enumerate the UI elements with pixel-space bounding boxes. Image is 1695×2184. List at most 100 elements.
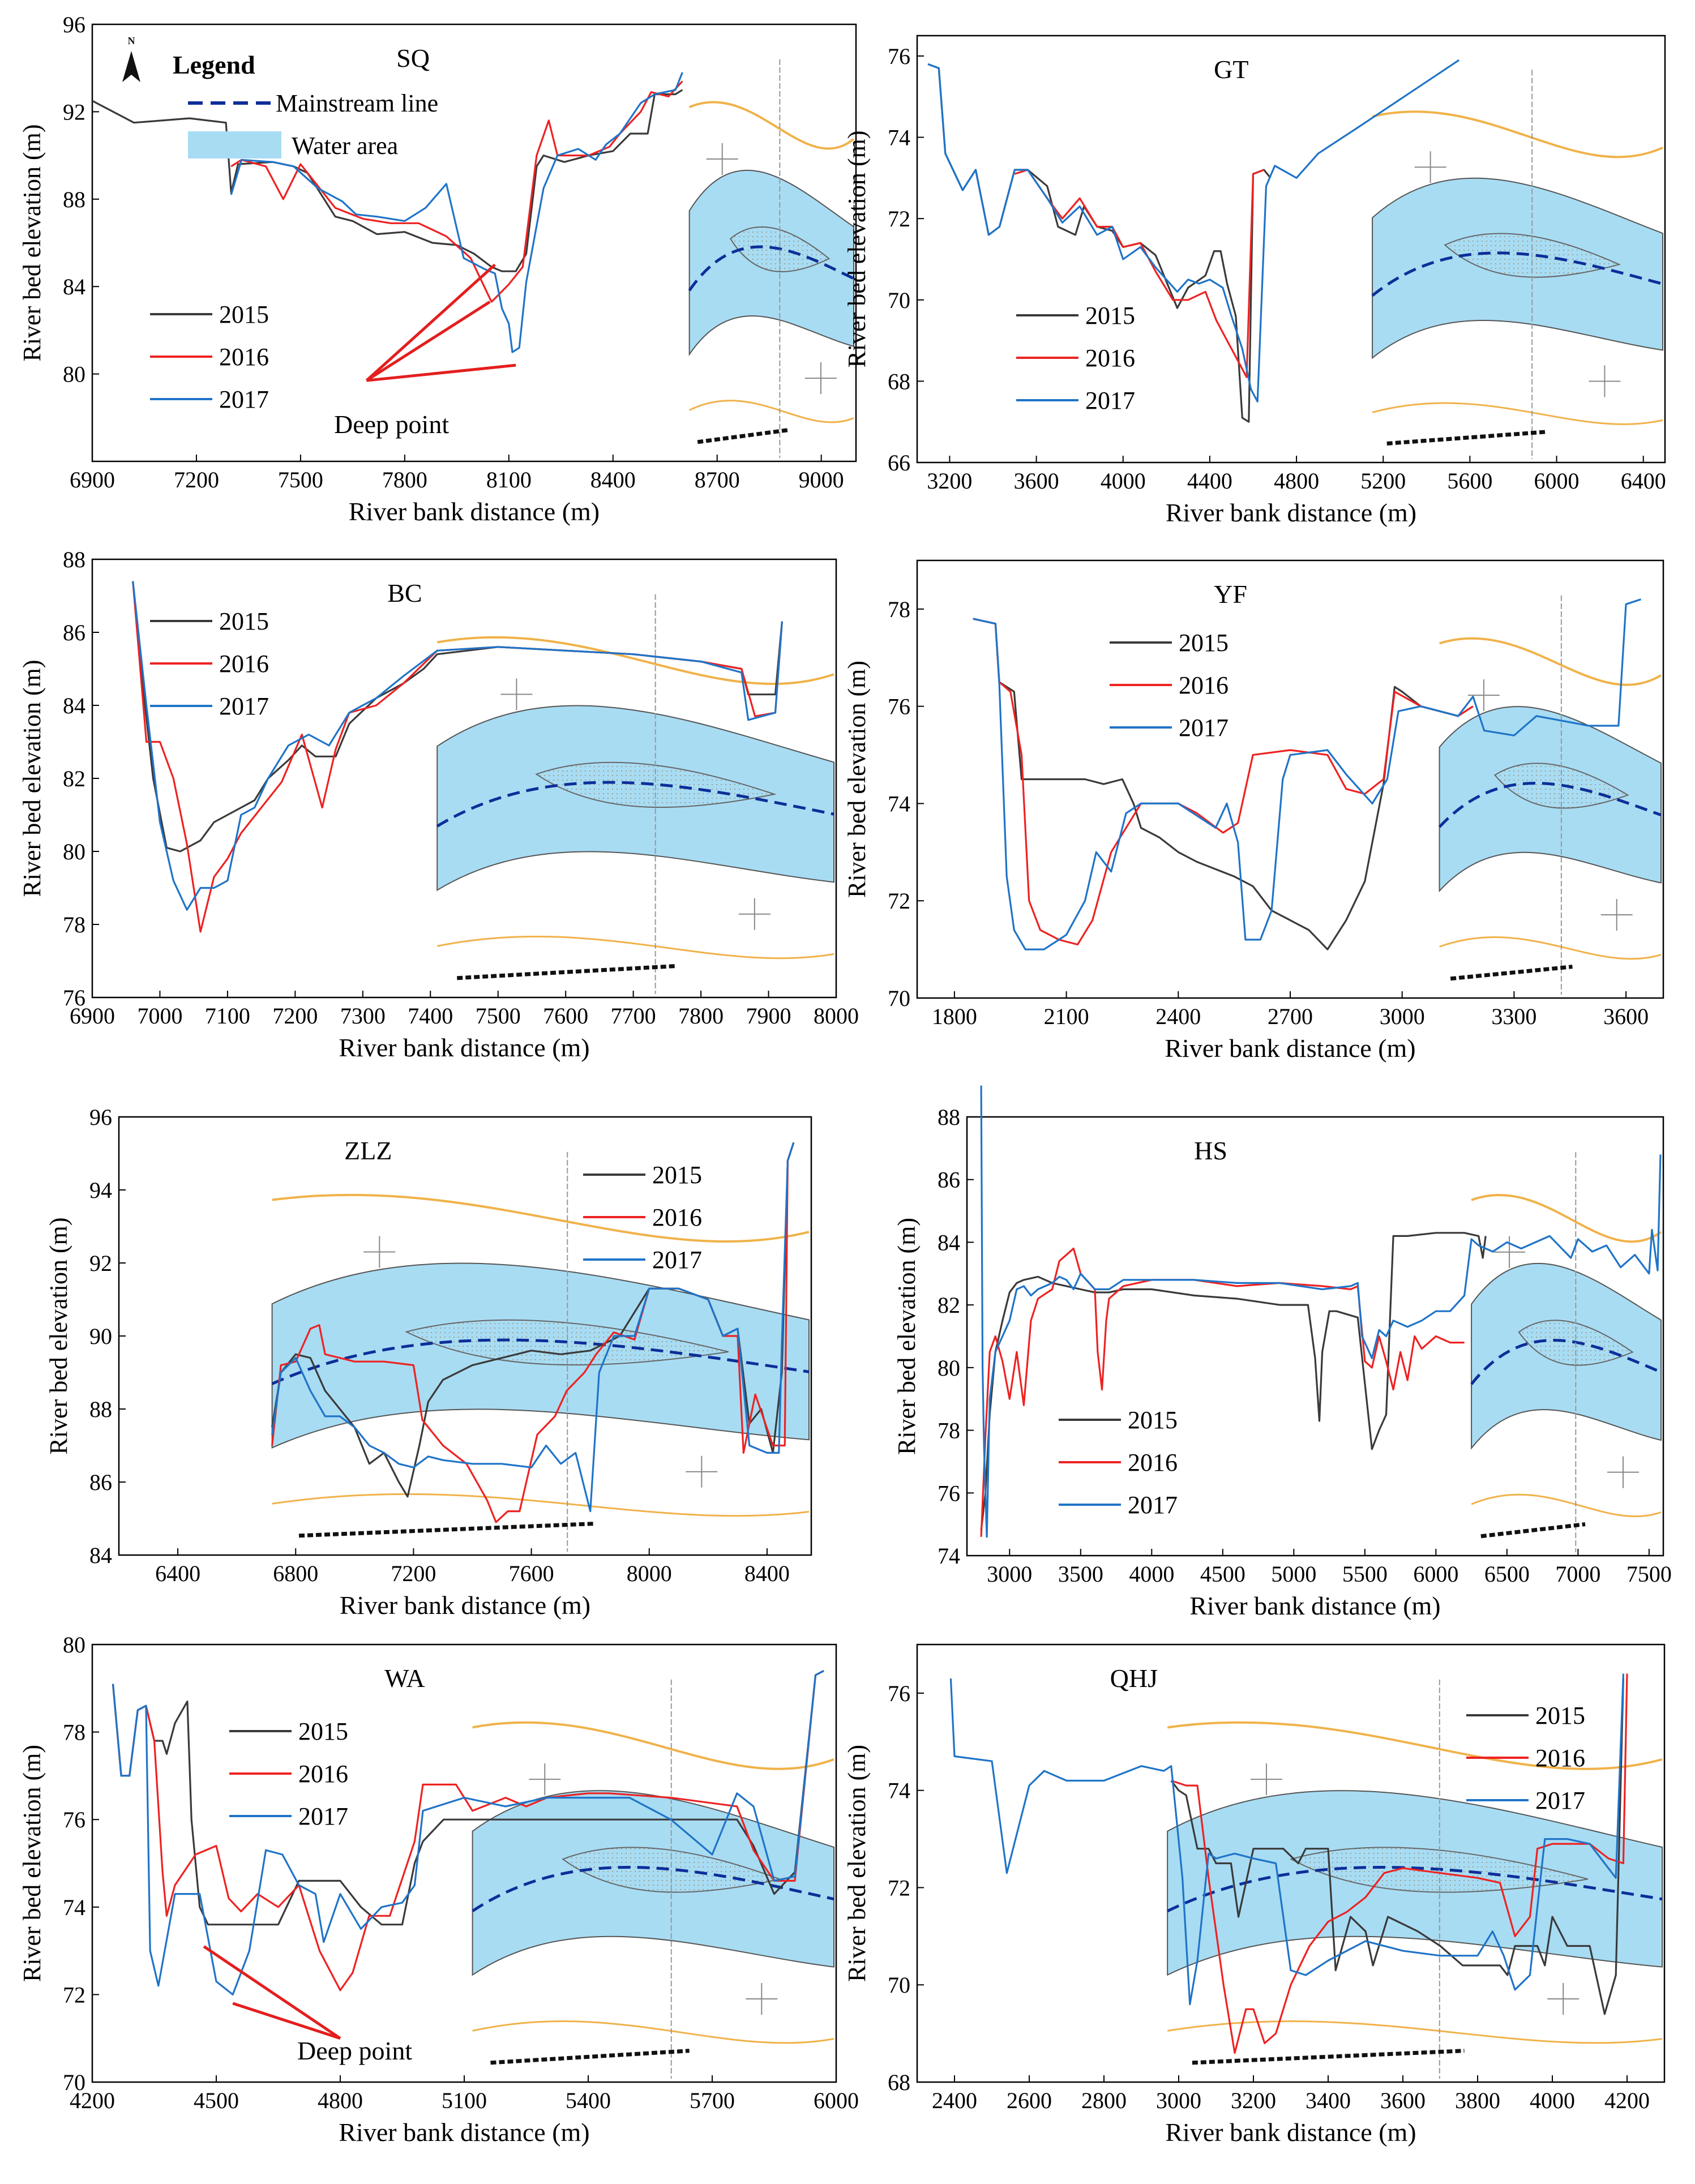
x-tick-label: 6000 [814,2088,859,2113]
inset-grid-cross [1467,679,1500,712]
chart-panel-qhj: 2400 2600 2800 3000 3200 3400 3600 3800 4000 4200… [843,1643,1666,2147]
y-tick-label: 82 [938,1292,960,1318]
y-tick-label: 80 [938,1355,960,1381]
deep-point-arrow [232,2002,341,2040]
x-tick-label: 4200 [1604,2088,1650,2113]
legend-label-2015: 2015 [1535,1702,1585,1729]
x-tick-label: 6500 [1484,1561,1530,1587]
y-tick-label: 70 [888,986,910,1011]
x-tick-label: 7200 [174,467,219,493]
x-tick-label: 8000 [627,1561,672,1586]
x-tick-label: 7800 [678,1003,724,1029]
x-tick-label: 3000 [1380,1004,1425,1029]
inset-bank-line [436,636,834,686]
inset-mainstream-line [688,245,855,292]
legend-label-2016: 2016 [219,650,269,678]
inset-bank-line [688,101,855,150]
y-tick-label: 72 [888,206,910,232]
x-tick-label: 6000 [1413,1561,1458,1587]
x-tick-label: 7300 [340,1003,386,1029]
x-axis-label: River bank distance (m) [1166,498,1416,527]
x-tick-label: 2600 [1007,2088,1052,2113]
inset-grid-cross [1547,1982,1580,2015]
y-tick-label: 96 [89,1104,112,1130]
inset-bank-line [1372,402,1663,425]
x-tick-label: 2800 [1081,2088,1127,2113]
chart-panel-sq: 6900 7200 7500 7800 8100 8400 8700 9000 80 84 88 92… [18,12,857,526]
x-axis-label: River bank distance (m) [339,2118,589,2147]
y-tick-label: 88 [89,1397,112,1422]
y-tick-label: 74 [938,1543,960,1569]
x-tick-label: 3300 [1491,1004,1536,1029]
x-tick-label: 4800 [318,2088,363,2113]
chart-panel-bc: 6900 7000 7100 7200 7300 7400 7500 7600 7700 7800… [18,547,859,1062]
x-tick-label: 7600 [509,1561,554,1586]
x-tick-label: 7800 [382,467,427,493]
series-line-2015 [92,89,683,272]
inset-grid-cross [706,143,738,175]
chart-panel-hs: 3000 3500 4000 4500 5000 5500 6000 6500 7000 7500… [893,1085,1672,1620]
x-tick-label: 4200 [70,2088,115,2113]
x-tick-label: 1800 [932,1004,977,1029]
x-tick-label: 6800 [273,1561,318,1586]
y-tick-label: 66 [888,450,910,476]
y-axis-label: River bed elevation (m) [18,1745,46,1982]
y-tick-label: 78 [63,912,85,937]
inset-grid-cross [686,1455,718,1488]
x-axis-label: River bank distance (m) [1189,1591,1440,1620]
y-axis-label: River bed elevation (m) [843,1745,871,1982]
inset-grid-cross [738,898,771,930]
inset-grid-cross [804,362,837,395]
y-tick-label: 78 [63,1720,85,1745]
x-tick-label: 7500 [1626,1561,1672,1587]
x-tick-label: 4000 [1101,468,1146,494]
series-line-2016 [271,1142,795,1523]
y-tick-label: 90 [89,1324,112,1349]
series-line-2017 [112,1669,824,1995]
series-line-2017 [927,59,1460,402]
x-axis-label: River bank distance (m) [1165,1034,1415,1063]
y-tick-label: 92 [63,99,85,125]
legend-label-2017: 2017 [1128,1491,1178,1519]
chart-panel-wa: 4200 4500 4800 5100 5400 5700 6000 70 72 74 76 78 80… [18,1632,859,2147]
legend-label-2017: 2017 [1535,1787,1585,1814]
inset-mainstream-line [1438,782,1662,828]
series-line-2017 [973,598,1641,950]
inset-bank-line [689,400,854,423]
x-tick-label: 8400 [590,467,636,493]
y-tick-label: 68 [888,2070,910,2095]
y-tick-label: 70 [888,1972,910,1998]
y-axis-label: River bed elevation (m) [45,1217,72,1454]
inset-grid-cross [529,1763,561,1796]
panel-title: YF [1214,580,1247,609]
y-tick-label: 80 [63,839,85,864]
y-tick-label: 70 [888,288,910,313]
y-tick-label: 74 [888,791,910,816]
inset-embankment [457,964,675,980]
x-tick-label: 2100 [1044,1004,1089,1029]
x-tick-label: 5600 [1447,468,1492,494]
inset-map [472,1679,834,2079]
x-tick-label: 5400 [566,2088,611,2113]
inset-embankment [1450,965,1573,981]
y-tick-label: 84 [938,1230,960,1255]
y-tick-label: 76 [888,44,910,69]
y-tick-label: 76 [938,1480,960,1506]
series-line-2017 [230,72,683,353]
inset-grid-cross [1589,365,1621,397]
series-line-2017 [132,581,783,911]
legend-water-swatch [188,131,281,159]
inset-embankment [1386,430,1547,446]
y-tick-label: 88 [63,187,85,212]
inset-bank-line [1439,637,1662,686]
x-tick-label: 6400 [155,1561,200,1586]
deep-point-arrow [203,1945,341,2040]
map-legend: N Legend Mainstream line Water area [122,35,438,160]
y-tick-label: 88 [938,1104,960,1130]
legend-label-2017: 2017 [1179,714,1229,742]
inset-grid-cross [1493,1236,1526,1268]
x-tick-label: 3600 [1014,468,1059,494]
x-tick-label: 3600 [1380,2088,1426,2113]
panel-title: QHJ [1110,1664,1158,1693]
